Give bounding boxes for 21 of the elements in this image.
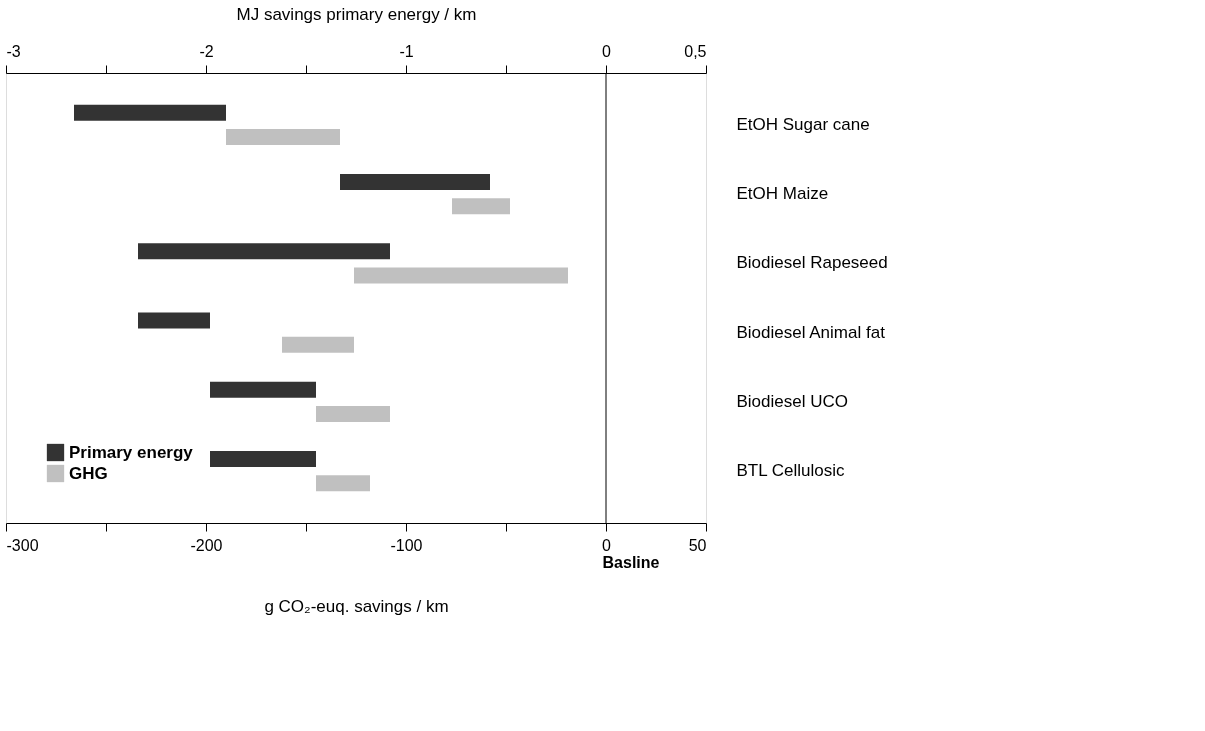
x-tick-label: 0 bbox=[602, 536, 612, 554]
y-tick-label: EtOH Sugar cane bbox=[736, 114, 870, 134]
x2-tick-label: -3 bbox=[6, 42, 21, 60]
x2-tick-label: -1 bbox=[399, 42, 414, 60]
y-tick-label: Biodiesel Rapeseed bbox=[736, 253, 888, 273]
x-tick-label: -200 bbox=[190, 536, 223, 554]
y-tick-label: EtOH Maize bbox=[736, 184, 829, 204]
y-tick-label: Biodiesel Animal fat bbox=[736, 322, 886, 342]
x-tick-label: 50 bbox=[688, 536, 707, 554]
x2-axis-title: MJ savings primary energy / km bbox=[236, 4, 477, 24]
x2-tick-label: 0,5 bbox=[684, 42, 707, 60]
legend-label: Primary energy bbox=[69, 442, 194, 462]
y-tick-label: BTL Cellulosic bbox=[736, 461, 846, 481]
x2-tick-label: 0 bbox=[602, 42, 612, 60]
x2-tick-label: -2 bbox=[199, 42, 214, 60]
ref-line-label: Basline bbox=[602, 554, 660, 571]
x-tick-label: -100 bbox=[390, 536, 423, 554]
legend-label: GHG bbox=[69, 463, 108, 483]
x-tick-label: -300 bbox=[6, 536, 39, 554]
x-axis-title: g CO₂-euq. savings / km bbox=[264, 596, 449, 616]
y-tick-label: Biodiesel UCO bbox=[736, 391, 848, 411]
